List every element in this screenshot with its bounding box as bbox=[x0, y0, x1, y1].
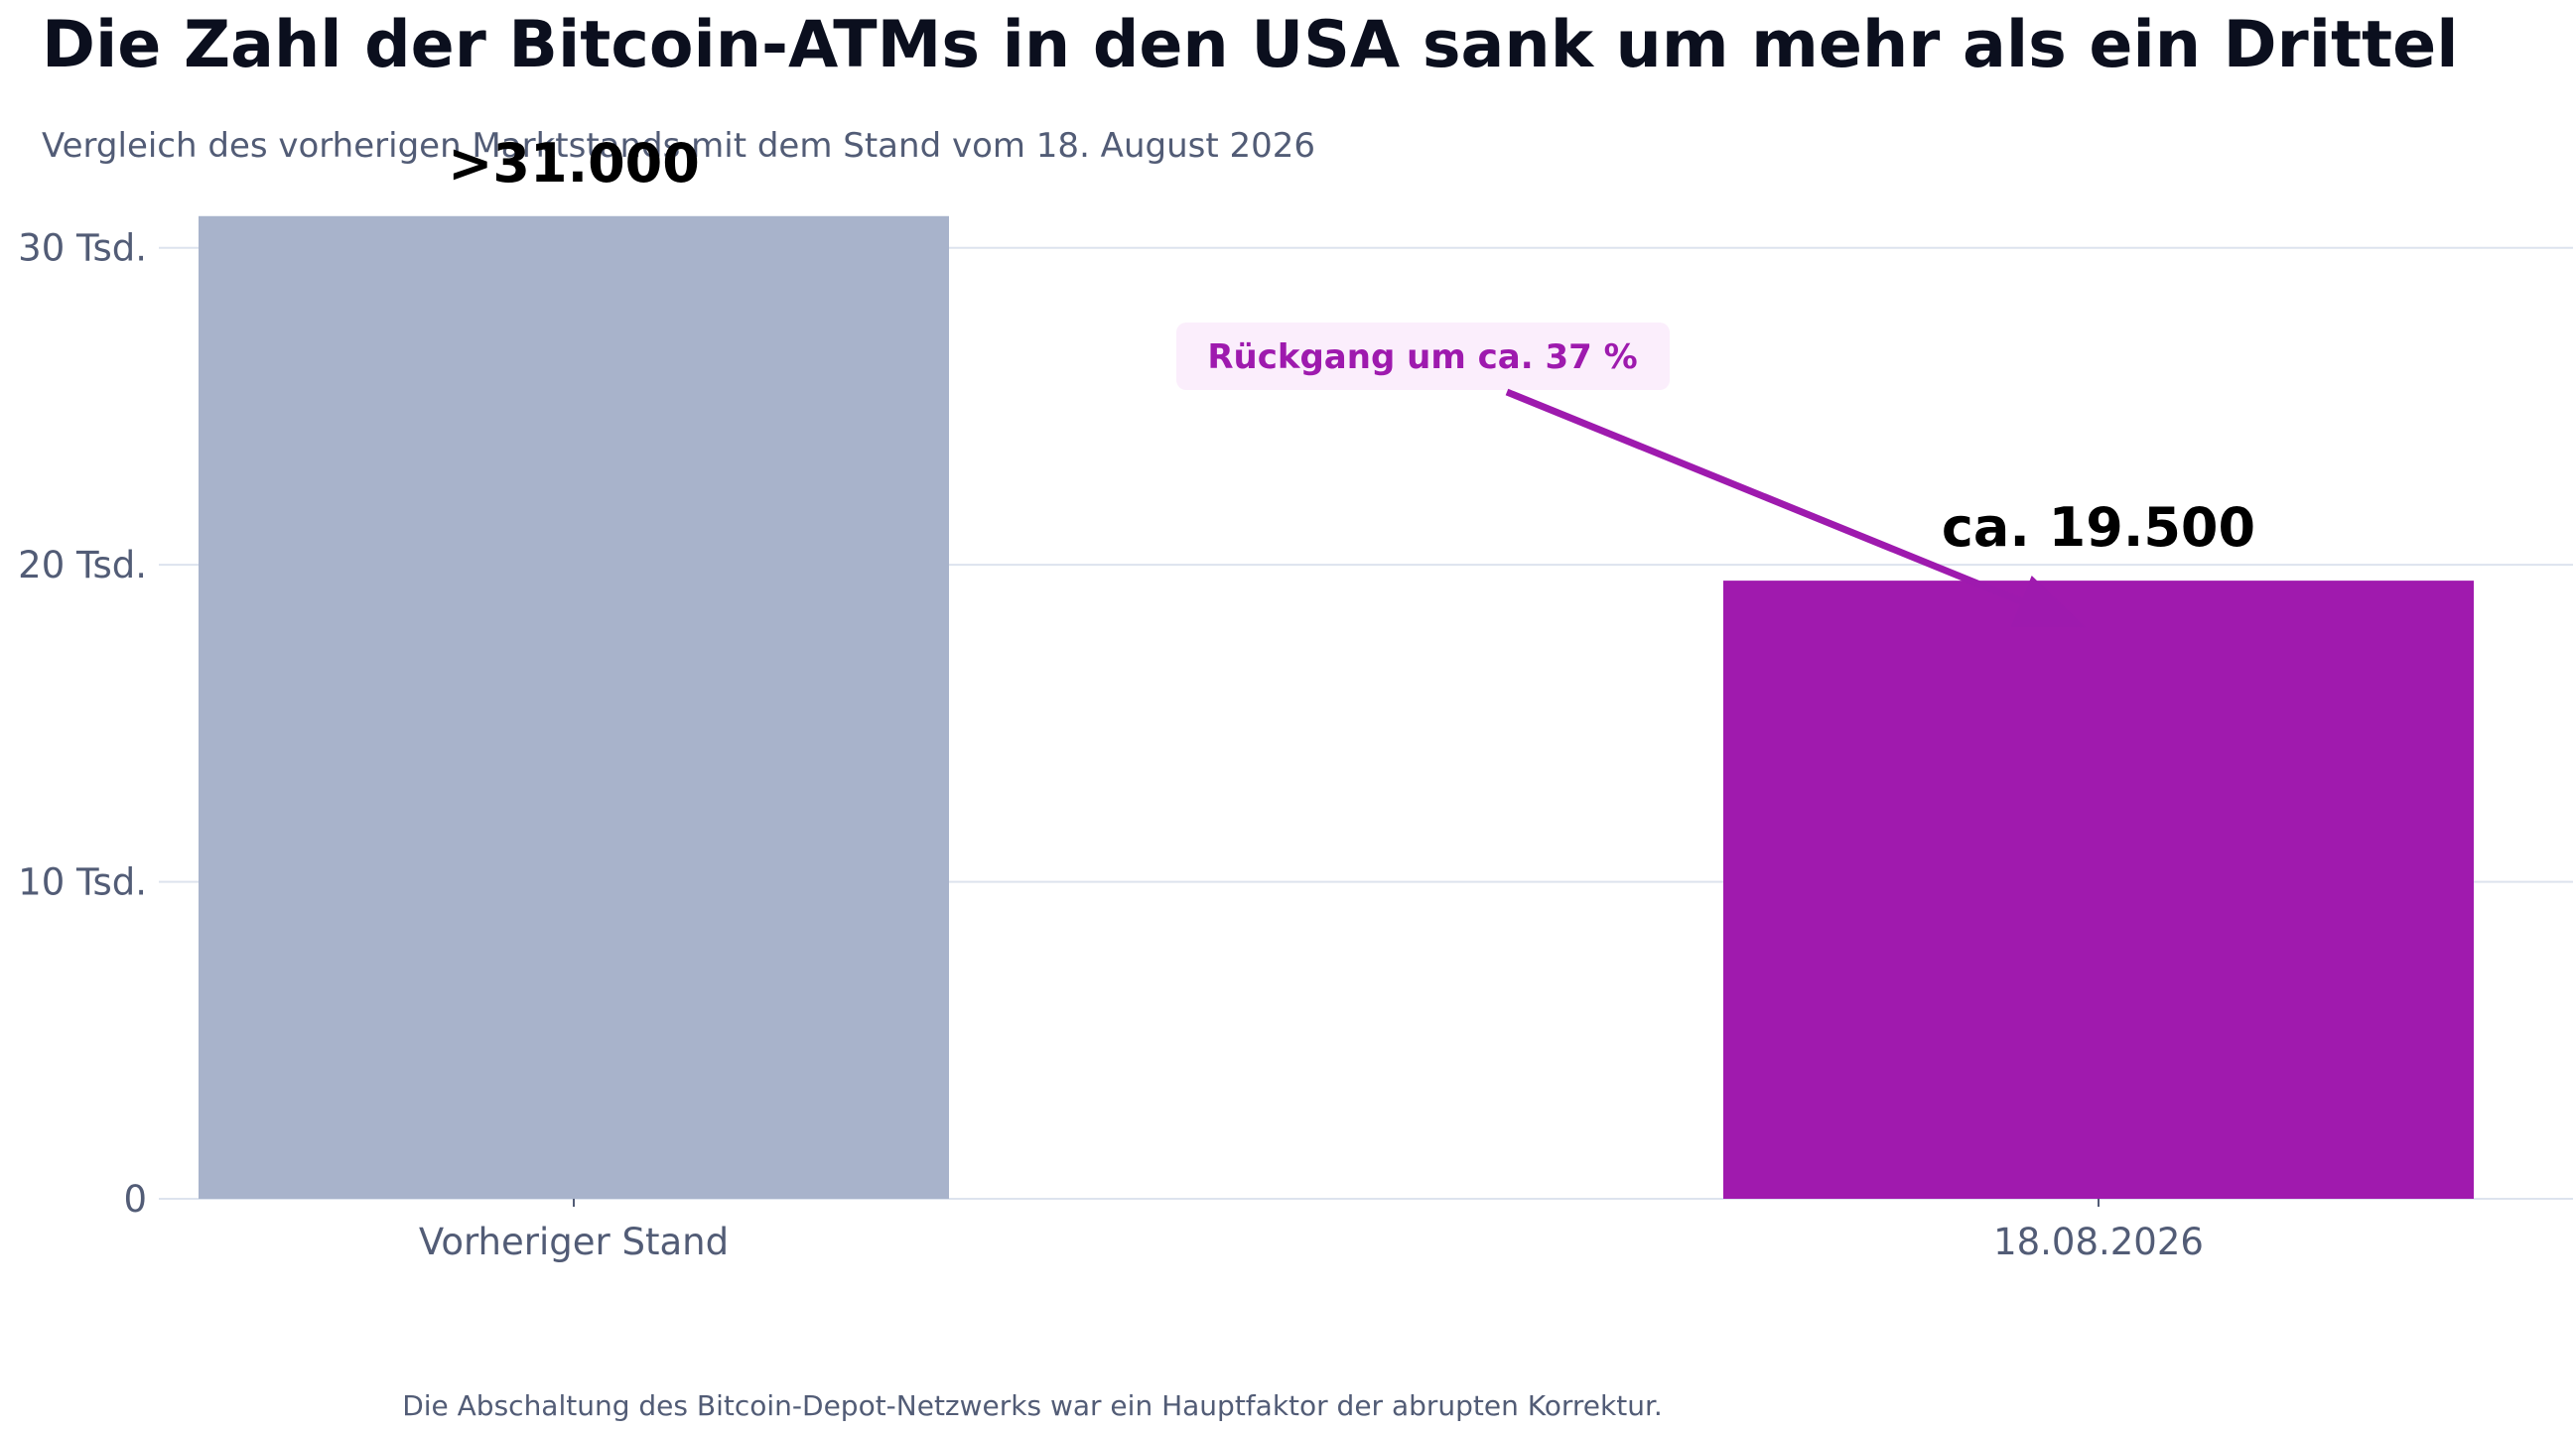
annotation-text: Rückgang um ca. 37 % bbox=[1207, 337, 1637, 377]
annotation: Rückgang um ca. 37 % bbox=[1176, 323, 2086, 628]
y-tick-label: 20 Tsd. bbox=[18, 544, 147, 586]
annotation-arrow bbox=[1505, 388, 2086, 628]
x-axis: Vorheriger Stand 18.08.2026 bbox=[419, 1199, 2204, 1263]
y-axis: 0 10 Tsd. 20 Tsd. 30 Tsd. bbox=[18, 227, 147, 1221]
value-labels: >31.000 ca. 19.500 bbox=[448, 132, 2255, 559]
x-tick-label: 18.08.2026 bbox=[1993, 1221, 2204, 1263]
bar bbox=[1723, 581, 2474, 1199]
annotation-box bbox=[1176, 323, 1670, 390]
chart-title: Die Zahl der Bitcoin-ATMs in den USA san… bbox=[42, 8, 2459, 82]
bar bbox=[199, 215, 949, 1199]
footnote: Die Abschaltung des Bitcoin-Depot-Netzwe… bbox=[402, 1389, 1663, 1422]
chart-subtitle: Vergleich des vorherigen Marktstands mit… bbox=[42, 126, 1315, 166]
y-tick-label: 10 Tsd. bbox=[18, 861, 147, 904]
y-tick-label: 30 Tsd. bbox=[18, 227, 147, 270]
x-tick-label: Vorheriger Stand bbox=[419, 1221, 729, 1263]
y-tick-label: 0 bbox=[123, 1178, 147, 1221]
value-label: ca. 19.500 bbox=[1942, 496, 2255, 559]
bars bbox=[199, 215, 2474, 1199]
value-label: >31.000 bbox=[448, 132, 700, 195]
